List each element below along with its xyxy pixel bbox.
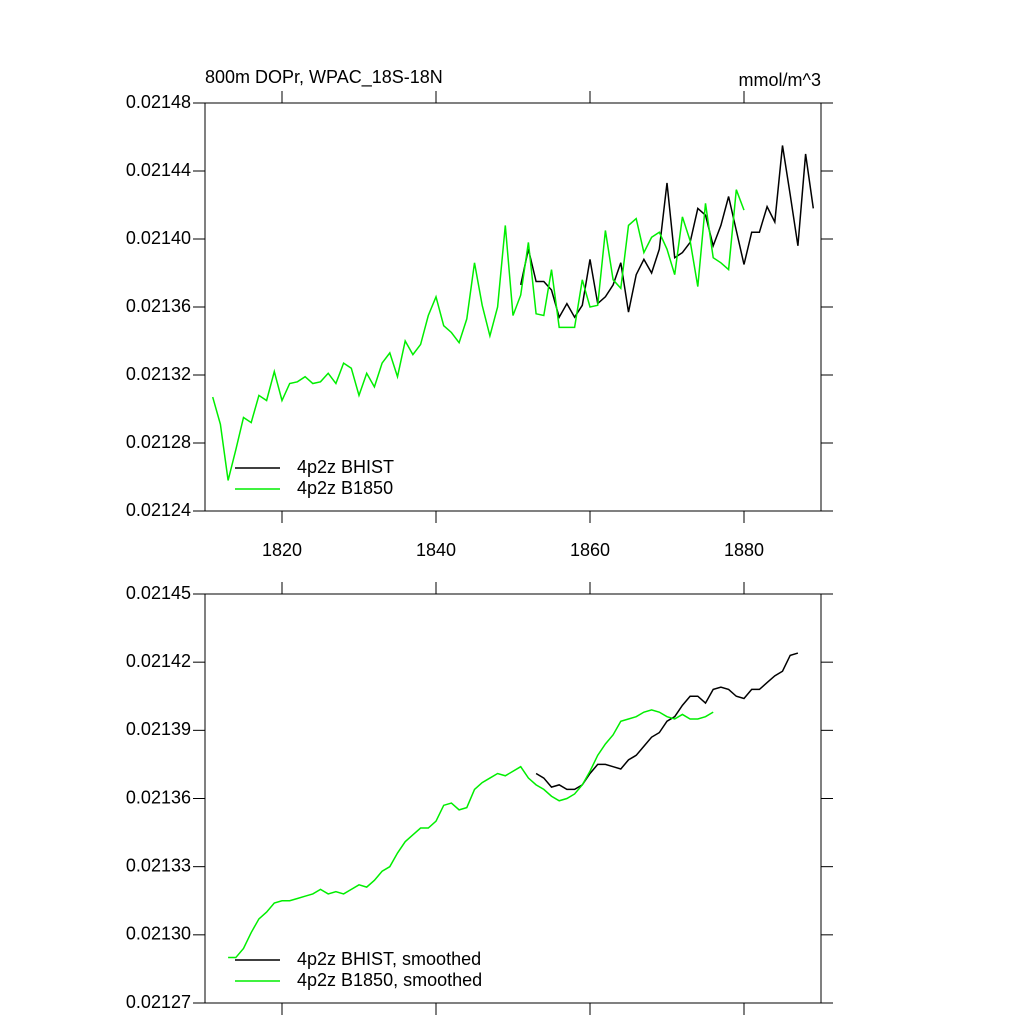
plot-frame: [204, 593, 822, 1004]
y-tick-label: 0.02128: [126, 432, 191, 452]
series-line: [519, 145, 815, 320]
x-tick-label: 1860: [570, 540, 610, 560]
series-line: [228, 709, 714, 959]
y-tick-label: 0.02130: [126, 924, 191, 944]
y-tick-label: 0.02136: [126, 296, 191, 316]
y-tick-label: 0.02136: [126, 787, 191, 807]
series-line: [211, 189, 745, 481]
y-tick-label: 0.02132: [126, 364, 191, 384]
units-label: mmol/m^3: [739, 70, 821, 90]
legend-label: 4p2z B1850: [297, 478, 393, 498]
legend-label: 4p2z BHIST, smoothed: [297, 949, 481, 969]
x-tick-label: 1840: [416, 540, 456, 560]
y-tick-label: 0.02127: [126, 992, 191, 1012]
y-tick-label: 0.02142: [126, 651, 191, 671]
y-tick-label: 0.02140: [126, 228, 191, 248]
y-tick-label: 0.02148: [126, 92, 191, 112]
series-line: [535, 652, 799, 791]
legend-label: 4p2z BHIST: [297, 457, 394, 477]
chart-title: 800m DOPr, WPAC_18S-18N: [205, 67, 443, 88]
y-tick-label: 0.02133: [126, 855, 191, 875]
y-tick-label: 0.02144: [126, 160, 191, 180]
y-tick-label: 0.02139: [126, 719, 191, 739]
y-tick-label: 0.02124: [126, 500, 191, 520]
x-tick-label: 1880: [724, 540, 764, 560]
y-tick-label: 0.02145: [126, 583, 191, 603]
x-tick-label: 1820: [262, 540, 302, 560]
legend-label: 4p2z B1850, smoothed: [297, 970, 482, 990]
